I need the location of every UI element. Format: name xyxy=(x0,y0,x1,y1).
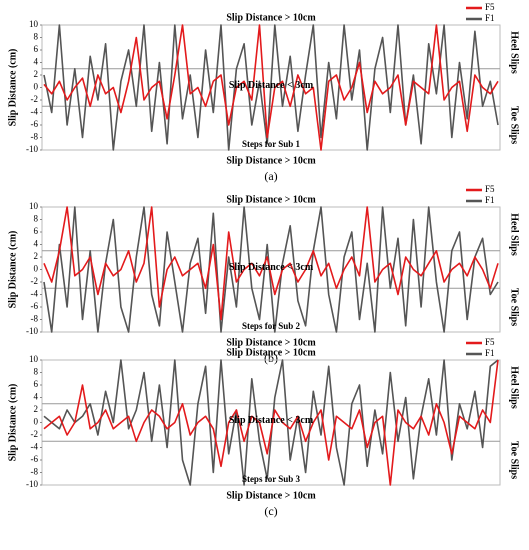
y-tick-label: 0 xyxy=(34,417,39,427)
right-label: Heel Slips xyxy=(509,366,520,409)
y-tick-label: 2 xyxy=(34,404,39,414)
y-tick-label: -6 xyxy=(31,454,39,464)
right-label: Toe Slips xyxy=(509,441,520,479)
y-tick-label: -8 xyxy=(31,314,39,324)
data-line xyxy=(43,206,499,321)
y-tick-label: -10 xyxy=(26,326,38,336)
y-tick-label: -6 xyxy=(31,301,39,311)
y-tick-label: 10 xyxy=(29,201,39,211)
y-axis-label: Slip Distance (cm) xyxy=(7,384,18,462)
y-tick-label: 6 xyxy=(34,44,39,54)
y-tick-label: 10 xyxy=(29,354,39,364)
data-line xyxy=(43,24,499,151)
annotation: Slip Distance > 10cm xyxy=(226,12,316,23)
caption: (c) xyxy=(264,504,277,518)
y-axis-label: Slip Distance (cm) xyxy=(7,231,18,309)
y-tick-label: -4 xyxy=(31,442,39,452)
data-line xyxy=(43,359,499,486)
y-tick-label: -6 xyxy=(31,119,39,129)
caption: (b) xyxy=(264,351,278,365)
annotation: Slip Distance > 10cm xyxy=(226,155,316,166)
data-line xyxy=(43,359,499,486)
y-axis-label: Slip Distance (cm) xyxy=(7,49,18,127)
y-tick-label: -8 xyxy=(31,132,39,142)
right-label: Heel Slips xyxy=(509,213,520,256)
y-tick-label: 4 xyxy=(34,57,39,67)
y-tick-label: -2 xyxy=(31,94,39,104)
annotation: Slip Distance > 10cm xyxy=(226,337,316,348)
y-tick-label: 6 xyxy=(34,226,39,236)
y-tick-label: 0 xyxy=(34,82,39,92)
annotation: Slip Distance > 10cm xyxy=(226,194,316,205)
legend-label: F1 xyxy=(485,348,495,358)
y-tick-label: 2 xyxy=(34,69,39,79)
x-axis-label: Steps for Sub 3 xyxy=(242,474,301,484)
right-label: Heel Slips xyxy=(509,31,520,74)
y-tick-label: -4 xyxy=(31,289,39,299)
y-tick-label: -10 xyxy=(26,144,38,154)
legend-label: F1 xyxy=(485,13,495,23)
y-tick-label: 4 xyxy=(34,392,39,402)
legend-label: F5 xyxy=(485,2,495,12)
y-tick-label: -8 xyxy=(31,467,39,477)
y-tick-label: 2 xyxy=(34,251,39,261)
annotation: Slip Distance < 3cm xyxy=(229,415,314,426)
x-axis-label: Steps for Sub 1 xyxy=(242,139,301,149)
legend-label: F1 xyxy=(485,195,495,205)
caption: (a) xyxy=(264,169,277,183)
data-line xyxy=(43,206,499,333)
y-tick-label: -10 xyxy=(26,479,38,489)
right-label: Toe Slips xyxy=(509,288,520,326)
y-tick-label: -2 xyxy=(31,276,39,286)
right-label: Toe Slips xyxy=(509,106,520,144)
annotation: Slip Distance > 10cm xyxy=(226,347,316,358)
legend-label: F5 xyxy=(485,337,495,347)
legend-label: F5 xyxy=(485,184,495,194)
y-tick-label: 10 xyxy=(29,19,39,29)
y-tick-label: -4 xyxy=(31,107,39,117)
y-tick-label: 8 xyxy=(34,367,39,377)
data-line xyxy=(43,24,499,151)
x-axis-label: Steps for Sub 2 xyxy=(242,321,301,331)
y-tick-label: 4 xyxy=(34,239,39,249)
y-tick-label: 8 xyxy=(34,32,39,42)
y-tick-label: 0 xyxy=(34,264,39,274)
y-tick-label: -2 xyxy=(31,429,39,439)
annotation: Slip Distance > 10cm xyxy=(226,490,316,501)
y-tick-label: 8 xyxy=(34,214,39,224)
y-tick-label: 6 xyxy=(34,379,39,389)
annotation: Slip Distance < 3cm xyxy=(229,262,314,273)
annotation: Slip Distance < 3cm xyxy=(229,80,314,91)
